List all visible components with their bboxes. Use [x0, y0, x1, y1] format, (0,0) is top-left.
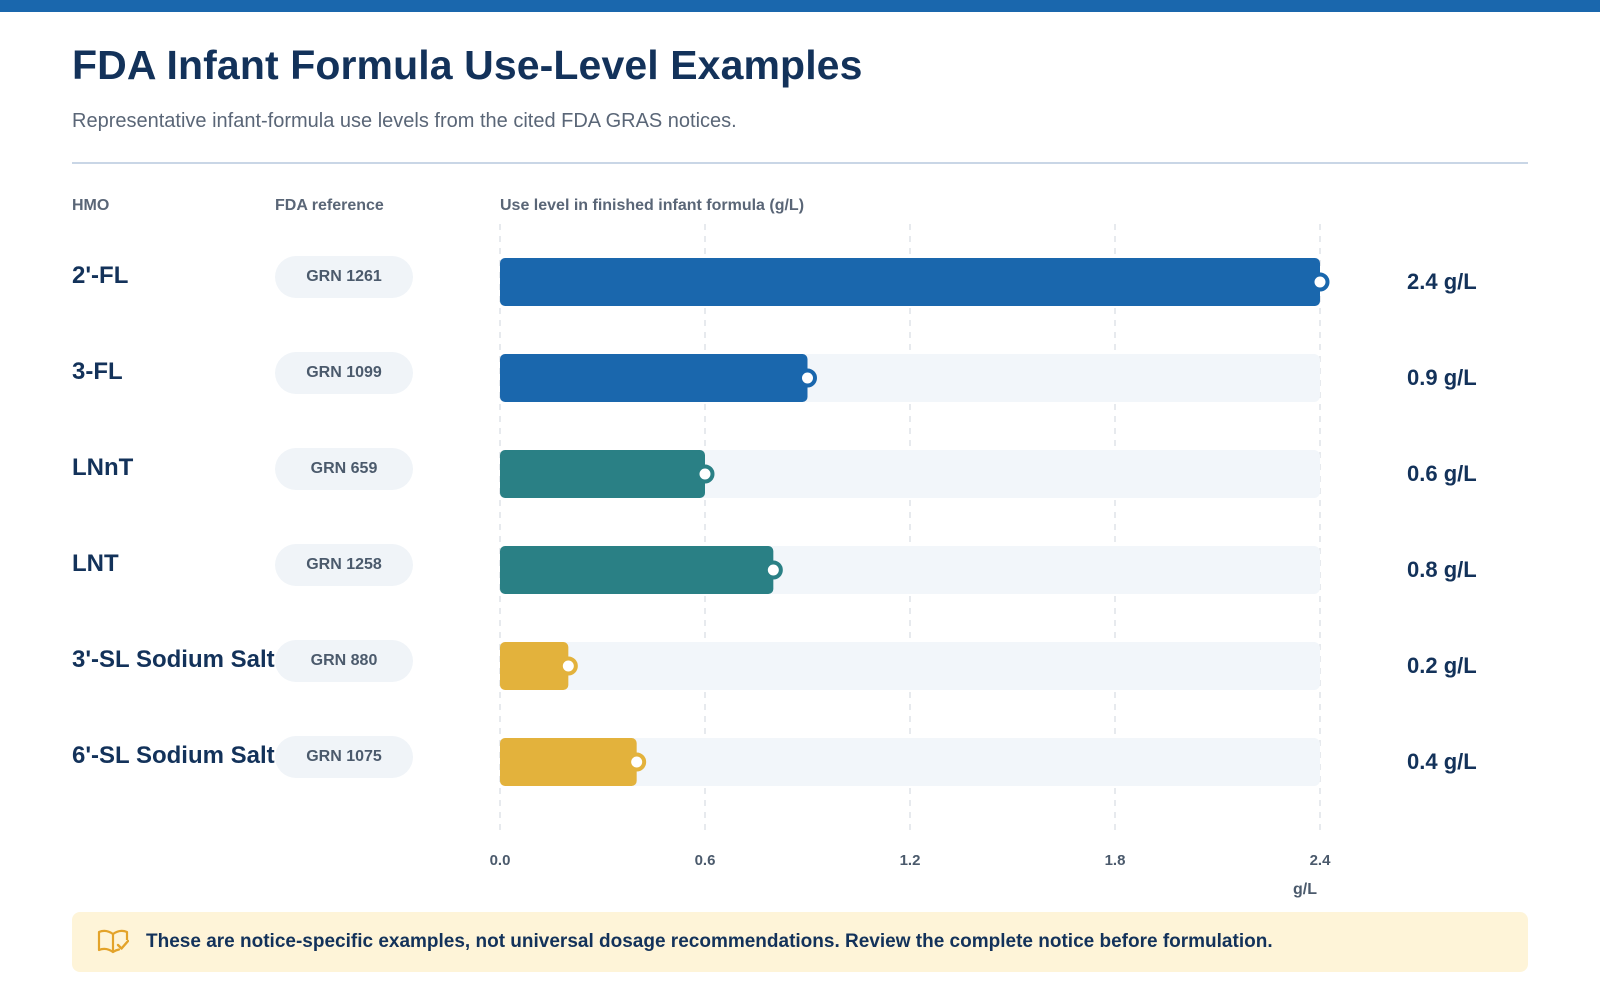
x-tick-label: 0.0: [490, 852, 511, 869]
x-axis-unit-label: g/L: [1293, 881, 1317, 898]
fda-reference-badge: GRN 1261: [275, 256, 413, 298]
page-subtitle: Representative infant-formula use levels…: [72, 110, 737, 132]
bar: [500, 258, 1320, 306]
hmo-label: LNnT: [72, 454, 134, 481]
value-label: 0.8 g/L: [1407, 557, 1477, 582]
bar-track: [500, 738, 1320, 786]
fda-reference-badge: GRN 880: [275, 640, 413, 682]
bar-end-marker: [695, 464, 715, 484]
fda-reference-badge: GRN 1258: [275, 544, 413, 586]
bar: [500, 642, 569, 690]
value-label: 0.2 g/L: [1407, 653, 1477, 678]
bar-end-marker: [627, 752, 647, 772]
x-tick-label: 2.4: [1310, 852, 1332, 869]
bar-track: [500, 642, 1320, 690]
value-label: 0.6 g/L: [1407, 461, 1477, 486]
value-label: 0.4 g/L: [1407, 749, 1477, 774]
use-level-bar-chart: 0.0 0.6 1.2 1.8 2.4: [490, 224, 1332, 869]
disclaimer-text: These are notice-specific examples, not …: [146, 931, 1273, 952]
fda-reference-badge: GRN 1075: [275, 736, 413, 778]
bar: [500, 546, 774, 594]
fda-reference-badge: GRN 1099: [275, 352, 413, 394]
column-header-reference: FDA reference: [275, 197, 384, 214]
hmo-label: 3'-SL Sodium Salt: [72, 646, 275, 673]
header-divider: [72, 162, 1528, 164]
column-header-use-level: Use level in finished infant formula (g/…: [500, 197, 805, 214]
hmo-label: 6'-SL Sodium Salt: [72, 742, 275, 769]
bar-end-marker: [763, 560, 783, 580]
bar-end-marker: [558, 656, 578, 676]
x-tick-label: 0.6: [695, 852, 716, 869]
hmo-label: 3-FL: [72, 358, 123, 385]
value-label: 0.9 g/L: [1407, 365, 1477, 390]
page-title: FDA Infant Formula Use-Level Examples: [72, 42, 863, 88]
bar: [500, 354, 808, 402]
top-accent-bar: [0, 0, 1600, 12]
bar-end-marker: [798, 368, 817, 388]
book-check-icon: [96, 927, 130, 957]
x-tick-label: 1.2: [900, 852, 921, 869]
fda-reference-badge: GRN 659: [275, 448, 413, 490]
disclaimer-note: These are notice-specific examples, not …: [72, 912, 1528, 972]
bar-end-marker: [1310, 272, 1330, 292]
bar: [500, 450, 705, 498]
hmo-label: 2'-FL: [72, 262, 129, 289]
bar: [500, 738, 637, 786]
hmo-label: LNT: [72, 550, 119, 577]
x-tick-label: 1.8: [1105, 852, 1126, 869]
column-header-hmo: HMO: [72, 197, 110, 214]
value-label: 2.4 g/L: [1407, 269, 1477, 294]
